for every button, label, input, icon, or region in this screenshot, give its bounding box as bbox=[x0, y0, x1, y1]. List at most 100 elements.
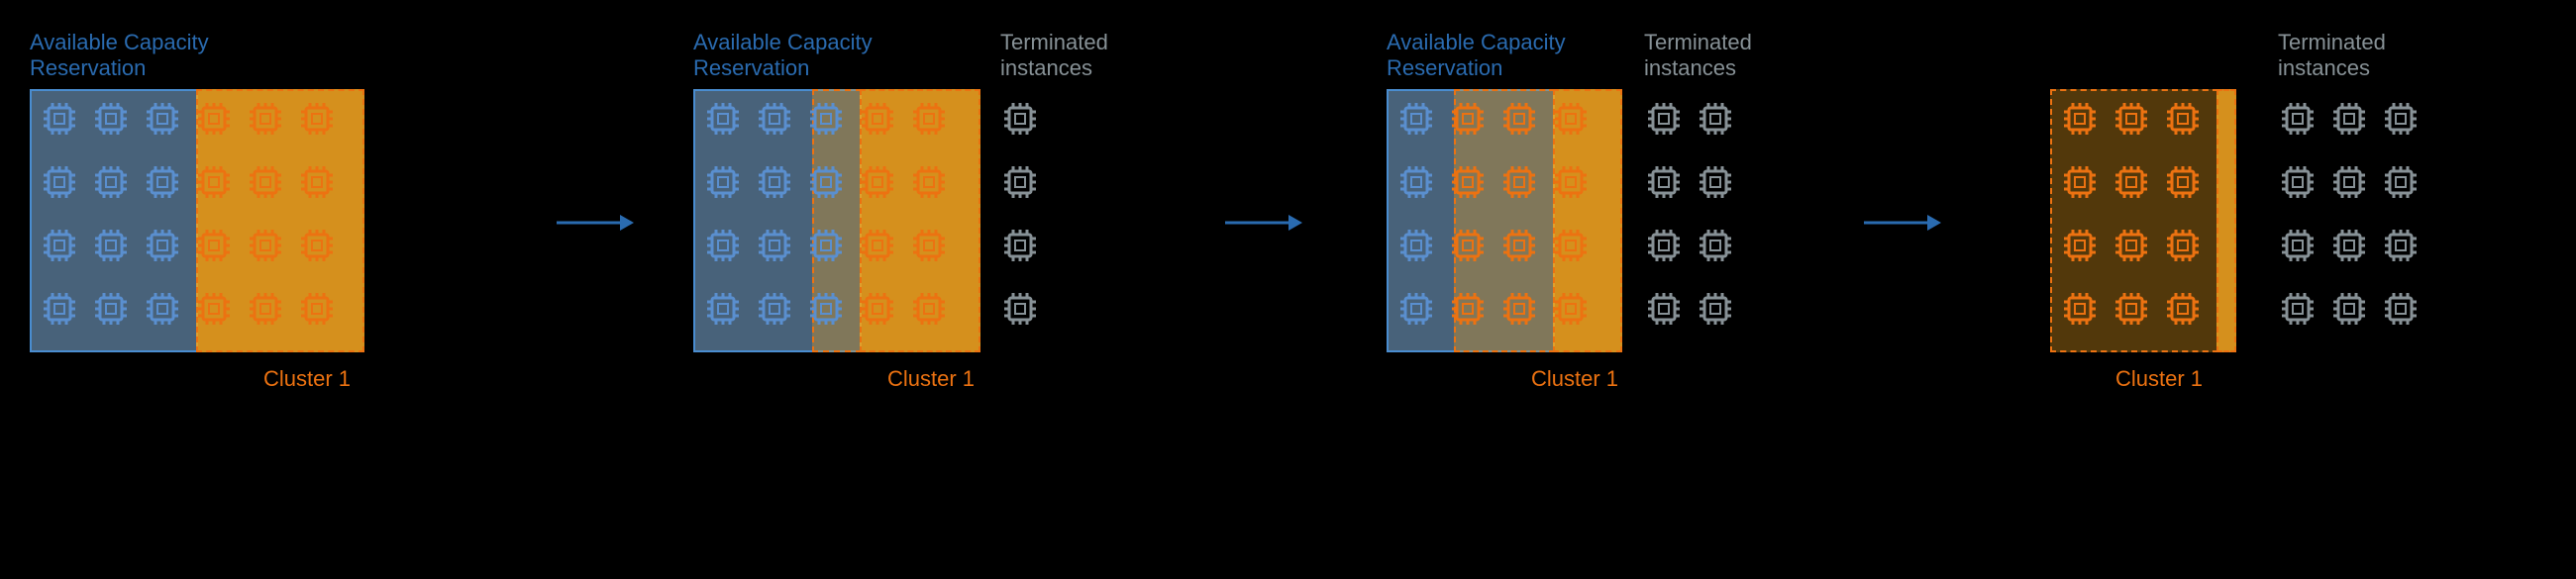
terminated-chip-icon bbox=[2329, 99, 2369, 139]
arrow-icon bbox=[1223, 208, 1302, 238]
terminated-instances-label: Terminated instances bbox=[2278, 30, 2386, 82]
chip-icon bbox=[143, 99, 182, 139]
chip-icon bbox=[2112, 226, 2151, 265]
chip-icon bbox=[143, 289, 182, 329]
chip-icon bbox=[1448, 226, 1488, 265]
chip-icon bbox=[297, 289, 337, 329]
chip-icon bbox=[1499, 99, 1539, 139]
terminated-chip-icon bbox=[2278, 99, 2318, 139]
chip-icon bbox=[297, 226, 337, 265]
arrow-icon bbox=[1862, 208, 1941, 238]
chip-icon bbox=[2163, 226, 2203, 265]
chip-icon bbox=[1499, 162, 1539, 202]
chip-icon bbox=[1396, 289, 1436, 329]
chip-icon bbox=[909, 99, 949, 139]
chip-icon bbox=[755, 226, 794, 265]
chip-icon bbox=[246, 226, 285, 265]
terminated-chip-icon bbox=[2329, 226, 2369, 265]
terminated-chip-icon bbox=[1644, 99, 1684, 139]
chip-icon bbox=[806, 162, 846, 202]
chip-icon bbox=[1396, 226, 1436, 265]
chip-icon bbox=[194, 226, 234, 265]
terminated-chip-icon bbox=[1696, 99, 1735, 139]
chip-icon bbox=[703, 226, 743, 265]
chip-icon bbox=[2163, 289, 2203, 329]
chip-icon bbox=[1551, 99, 1591, 139]
available-capacity-label: Available Capacity Reservation bbox=[30, 30, 209, 82]
chip-icon bbox=[143, 226, 182, 265]
chip-icon bbox=[858, 162, 897, 202]
chip-icon bbox=[806, 226, 846, 265]
chip-icon bbox=[858, 99, 897, 139]
terminated-chip-icon bbox=[1644, 289, 1684, 329]
chip-icon bbox=[194, 99, 234, 139]
chip-icon bbox=[2060, 162, 2100, 202]
chip-icon bbox=[858, 289, 897, 329]
chip-icon bbox=[246, 289, 285, 329]
chip-icon bbox=[2060, 226, 2100, 265]
chip-icon bbox=[91, 162, 131, 202]
chip-icon bbox=[91, 99, 131, 139]
chip-icon bbox=[2112, 162, 2151, 202]
terminated-chip-icon bbox=[1696, 289, 1735, 329]
terminated-chip-icon bbox=[2329, 289, 2369, 329]
chip-icon bbox=[297, 162, 337, 202]
chip-icon bbox=[1499, 289, 1539, 329]
chip-icon bbox=[909, 162, 949, 202]
chip-icon bbox=[755, 162, 794, 202]
available-capacity-label: Available Capacity Reservation bbox=[693, 30, 873, 82]
terminated-chip-icon bbox=[1000, 99, 1040, 139]
cluster-fill-area bbox=[2216, 89, 2236, 352]
chip-icon bbox=[1551, 289, 1591, 329]
chip-icon bbox=[1396, 162, 1436, 202]
terminated-chip-icon bbox=[1000, 289, 1040, 329]
terminated-chip-icon bbox=[2329, 162, 2369, 202]
chip-icon bbox=[2112, 289, 2151, 329]
chip-icon bbox=[1448, 99, 1488, 139]
chip-icon bbox=[755, 99, 794, 139]
chip-icon bbox=[755, 289, 794, 329]
chip-icon bbox=[858, 226, 897, 265]
chip-icon bbox=[297, 99, 337, 139]
available-capacity-label: Available Capacity Reservation bbox=[1387, 30, 1566, 82]
chip-icon bbox=[703, 162, 743, 202]
chip-icon bbox=[40, 162, 79, 202]
terminated-chip-icon bbox=[2381, 162, 2421, 202]
cluster-label: Cluster 1 bbox=[2080, 366, 2238, 392]
terminated-instances-label: Terminated instances bbox=[1644, 30, 1752, 82]
chip-icon bbox=[1499, 226, 1539, 265]
terminated-chip-icon bbox=[1000, 162, 1040, 202]
chip-icon bbox=[1551, 226, 1591, 265]
chip-icon bbox=[806, 99, 846, 139]
chip-icon bbox=[806, 289, 846, 329]
terminated-chip-icon bbox=[2278, 289, 2318, 329]
chip-icon bbox=[194, 162, 234, 202]
chip-icon bbox=[2060, 289, 2100, 329]
chip-icon bbox=[91, 289, 131, 329]
chip-icon bbox=[909, 289, 949, 329]
chip-icon bbox=[1396, 99, 1436, 139]
chip-icon bbox=[1448, 289, 1488, 329]
chip-icon bbox=[246, 99, 285, 139]
cluster-label: Cluster 1 bbox=[228, 366, 386, 392]
terminated-chip-icon bbox=[2278, 162, 2318, 202]
terminated-chip-icon bbox=[2278, 226, 2318, 265]
terminated-chip-icon bbox=[1696, 226, 1735, 265]
chip-icon bbox=[40, 99, 79, 139]
chip-icon bbox=[194, 289, 234, 329]
terminated-chip-icon bbox=[1644, 226, 1684, 265]
chip-icon bbox=[2060, 99, 2100, 139]
arrow-icon bbox=[555, 208, 634, 238]
chip-icon bbox=[40, 226, 79, 265]
terminated-chip-icon bbox=[1696, 162, 1735, 202]
chip-icon bbox=[2163, 99, 2203, 139]
chip-icon bbox=[703, 289, 743, 329]
terminated-chip-icon bbox=[2381, 99, 2421, 139]
terminated-chip-icon bbox=[1644, 162, 1684, 202]
chip-icon bbox=[2112, 99, 2151, 139]
terminated-chip-icon bbox=[2381, 226, 2421, 265]
chip-icon bbox=[246, 162, 285, 202]
chip-icon bbox=[143, 162, 182, 202]
chip-icon bbox=[909, 226, 949, 265]
chip-icon bbox=[91, 226, 131, 265]
